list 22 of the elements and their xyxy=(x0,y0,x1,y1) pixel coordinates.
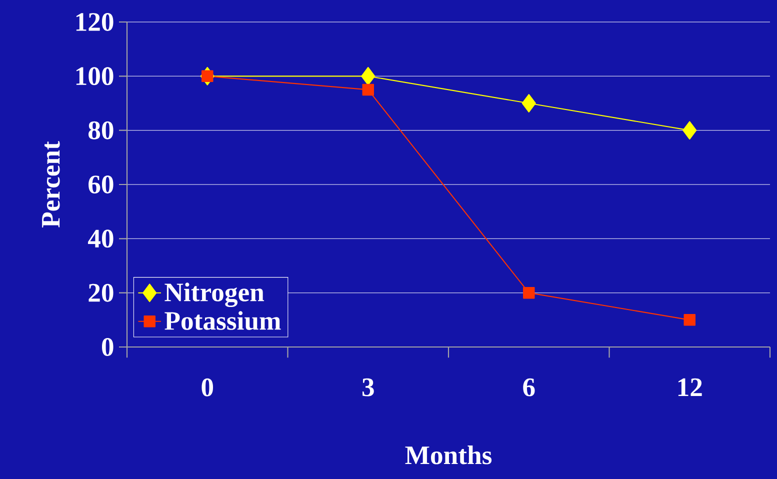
y-tick-label: 80 xyxy=(88,121,114,140)
point xyxy=(684,314,696,326)
x-tick-label: 6 xyxy=(523,378,535,396)
legend-label: Nitrogen xyxy=(164,282,264,308)
y-tick-label: 0 xyxy=(102,338,114,356)
point xyxy=(202,70,214,82)
point xyxy=(361,66,376,86)
point xyxy=(362,84,374,96)
x-tick-label: 3 xyxy=(362,378,374,396)
y-tick-label: 100 xyxy=(76,67,114,86)
point xyxy=(523,286,535,299)
x-tick-label: 0 xyxy=(202,378,214,396)
point xyxy=(522,94,536,112)
y-tick-label: 120 xyxy=(76,13,114,31)
y-tick-label: 20 xyxy=(88,284,114,302)
x-axis-title: Months xyxy=(405,446,492,464)
legend-label: Potassium xyxy=(164,311,281,330)
x-tick-label: 12 xyxy=(678,378,702,396)
point xyxy=(682,121,697,140)
y-axis-title: Percent xyxy=(42,141,60,228)
y-tick-label: 40 xyxy=(88,230,114,248)
y-tick-label: 60 xyxy=(88,176,114,194)
